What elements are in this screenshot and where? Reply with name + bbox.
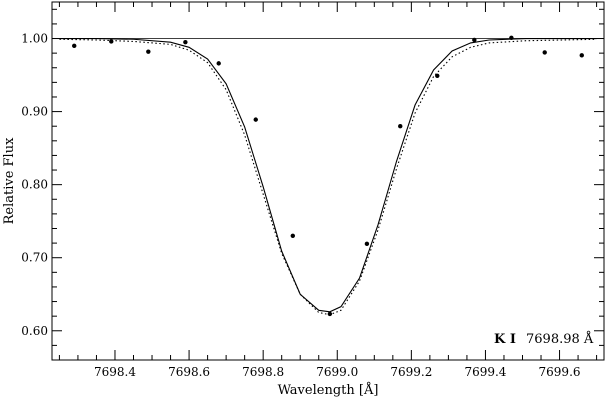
line-annotation: K I 7698.98 Å	[494, 331, 594, 347]
data-point	[146, 49, 151, 54]
y-tick-label: 0.90	[21, 105, 48, 119]
x-tick-label: 7698.8	[242, 365, 284, 379]
data-point	[364, 241, 370, 247]
x-tick-label: 7699.2	[390, 365, 432, 379]
y-tick-label: 0.60	[21, 324, 48, 338]
x-axis-label: Wavelength [Å]	[278, 382, 379, 398]
axis-ticks: 7698.4 7698.6 7698.8 7699.0 7699.2 7699.4 7699…	[21, 2, 604, 379]
data-point	[579, 53, 584, 58]
annotation-wavelength: 7698.98 Å	[526, 331, 594, 347]
y-tick-label: 0.80	[21, 178, 48, 192]
data-point	[72, 43, 77, 49]
data-point	[472, 37, 477, 43]
y-tick-label: 1.00	[21, 32, 48, 46]
x-tick-label: 7699.0	[316, 365, 358, 379]
model-lines	[59, 37, 597, 316]
data-point	[109, 39, 114, 44]
data-point	[216, 61, 221, 66]
data-point	[290, 233, 296, 238]
data-point	[435, 73, 440, 78]
y-tick-label: 0.70	[21, 251, 48, 265]
dotted-model-curve	[59, 38, 597, 316]
data-points	[72, 35, 584, 317]
data-point	[183, 39, 188, 45]
data-point	[542, 50, 547, 55]
plot-frame	[51, 1, 605, 361]
x-tick-label: 7698.6	[168, 365, 210, 379]
x-tick-label: 7698.4	[94, 365, 136, 379]
x-tick-label: 7699.6	[539, 365, 581, 379]
y-axis-label: Relative Flux	[2, 137, 17, 224]
solid-model-curve	[59, 37, 597, 313]
data-point	[398, 124, 403, 129]
data-point	[509, 35, 514, 40]
x-tick-label: 7699.4	[464, 365, 506, 379]
data-point	[253, 117, 258, 122]
data-point	[327, 311, 333, 317]
annotation-species: K I	[494, 332, 516, 347]
